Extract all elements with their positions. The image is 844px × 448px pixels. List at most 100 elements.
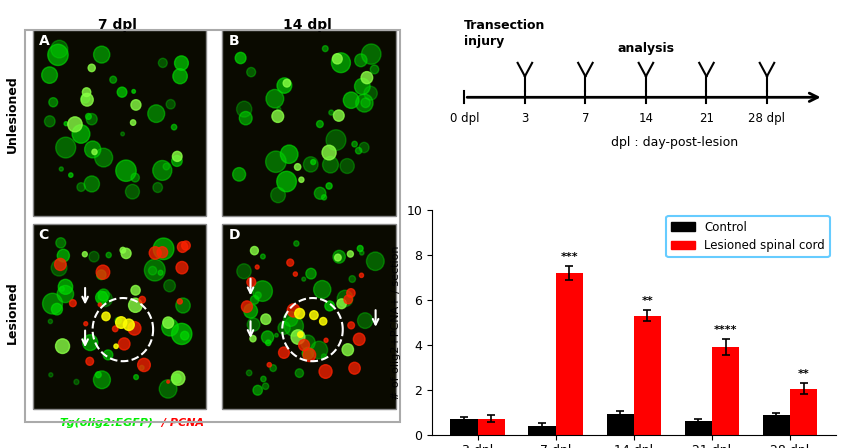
Circle shape: [266, 151, 286, 172]
Circle shape: [131, 173, 139, 182]
Circle shape: [246, 277, 256, 287]
Text: 14 dpl: 14 dpl: [283, 17, 332, 32]
Circle shape: [115, 317, 122, 324]
Circle shape: [172, 151, 182, 161]
Circle shape: [357, 246, 363, 251]
Circle shape: [277, 171, 296, 192]
Text: 7 dpl: 7 dpl: [98, 17, 137, 32]
Circle shape: [322, 354, 327, 359]
Text: 28 dpl: 28 dpl: [749, 112, 786, 125]
Circle shape: [355, 94, 373, 112]
Circle shape: [322, 145, 336, 160]
Circle shape: [95, 148, 112, 167]
Circle shape: [326, 183, 333, 189]
Circle shape: [349, 362, 360, 374]
Circle shape: [116, 317, 127, 328]
Circle shape: [354, 78, 371, 95]
Circle shape: [158, 270, 163, 275]
Circle shape: [112, 326, 118, 332]
Circle shape: [361, 44, 381, 64]
Circle shape: [98, 292, 112, 306]
Circle shape: [157, 247, 168, 258]
Circle shape: [171, 323, 192, 345]
Circle shape: [261, 376, 266, 382]
Bar: [33, 224, 206, 409]
Circle shape: [344, 295, 353, 304]
Circle shape: [118, 338, 130, 350]
Bar: [711, 347, 739, 435]
Circle shape: [88, 64, 95, 72]
Circle shape: [98, 289, 109, 301]
Text: analysis: analysis: [618, 43, 674, 56]
Circle shape: [121, 132, 124, 136]
Circle shape: [160, 380, 177, 398]
Bar: [634, 315, 661, 435]
Circle shape: [57, 285, 73, 302]
Circle shape: [138, 358, 150, 371]
Text: 14: 14: [638, 112, 653, 125]
Circle shape: [45, 116, 55, 127]
Circle shape: [300, 335, 315, 350]
Circle shape: [236, 101, 252, 117]
Bar: [478, 419, 505, 435]
Circle shape: [284, 311, 298, 327]
Circle shape: [83, 88, 91, 97]
Circle shape: [237, 264, 252, 279]
Circle shape: [84, 176, 100, 192]
Text: **: **: [798, 369, 809, 379]
Circle shape: [48, 44, 68, 65]
Circle shape: [325, 301, 334, 311]
Circle shape: [128, 298, 142, 312]
Circle shape: [233, 168, 246, 181]
Circle shape: [303, 157, 318, 172]
Circle shape: [102, 312, 110, 321]
Circle shape: [103, 350, 113, 360]
Circle shape: [251, 246, 258, 255]
Circle shape: [261, 254, 265, 259]
Circle shape: [148, 105, 165, 122]
Text: B: B: [229, 34, 239, 48]
Circle shape: [128, 322, 141, 335]
Circle shape: [311, 159, 316, 164]
Circle shape: [295, 308, 305, 319]
Circle shape: [153, 160, 172, 181]
Bar: [528, 426, 556, 435]
Circle shape: [349, 276, 355, 282]
Circle shape: [316, 121, 323, 128]
Circle shape: [177, 299, 182, 304]
Circle shape: [123, 319, 134, 331]
Y-axis label: # of olig2+PCNA+ / section: # of olig2+PCNA+ / section: [391, 245, 401, 400]
Text: Tg(olig2:EGFP): Tg(olig2:EGFP): [60, 418, 154, 428]
Circle shape: [287, 304, 300, 317]
Circle shape: [251, 296, 259, 304]
Circle shape: [84, 141, 100, 158]
Circle shape: [322, 46, 328, 52]
Text: ****: ****: [714, 325, 738, 335]
Circle shape: [98, 303, 101, 306]
Circle shape: [338, 290, 353, 306]
Circle shape: [310, 311, 318, 319]
Circle shape: [175, 56, 188, 70]
Circle shape: [83, 252, 87, 257]
Circle shape: [294, 241, 299, 246]
Circle shape: [48, 319, 52, 323]
Circle shape: [262, 331, 273, 344]
Circle shape: [114, 344, 118, 349]
Circle shape: [314, 280, 331, 298]
Circle shape: [319, 365, 332, 378]
Bar: [556, 273, 583, 435]
Circle shape: [126, 185, 139, 199]
Circle shape: [131, 285, 140, 295]
Text: Transection
injury: Transection injury: [464, 19, 546, 48]
Circle shape: [278, 322, 290, 334]
Circle shape: [266, 90, 284, 108]
Circle shape: [162, 319, 178, 336]
Circle shape: [163, 163, 170, 170]
Circle shape: [81, 94, 89, 103]
Circle shape: [176, 262, 188, 274]
Circle shape: [68, 117, 82, 132]
Circle shape: [42, 293, 62, 314]
Circle shape: [84, 322, 88, 326]
Circle shape: [244, 304, 257, 318]
Circle shape: [302, 277, 306, 281]
